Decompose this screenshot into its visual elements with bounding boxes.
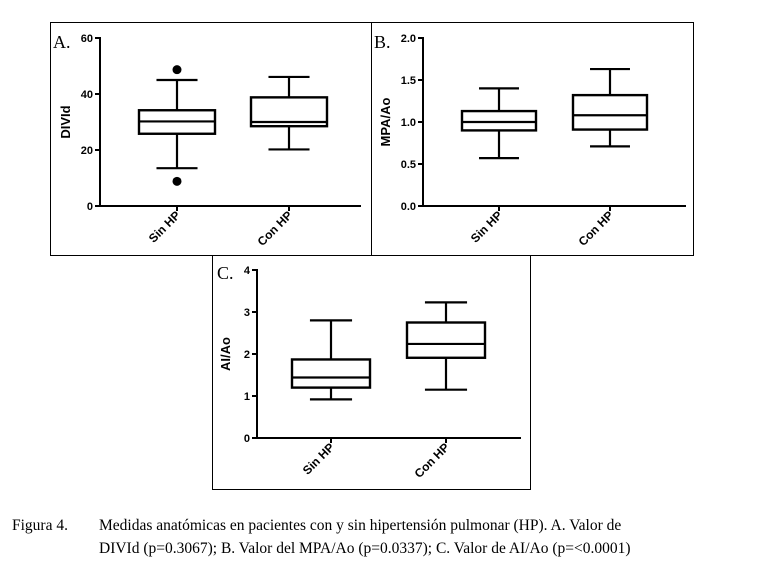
y-tick-label: 1.5 bbox=[401, 75, 416, 87]
panel-a-frame bbox=[50, 22, 372, 256]
iqr-box bbox=[405, 321, 487, 359]
y-tick-label: 1 bbox=[244, 391, 250, 403]
box-con-hp bbox=[405, 301, 487, 391]
box-con-hp bbox=[571, 67, 649, 148]
y-axis-label: DIVId bbox=[58, 105, 73, 138]
panel-label: B. bbox=[374, 32, 391, 52]
caption-text: Medidas anatómicas en pacientes con y si… bbox=[99, 514, 749, 560]
panel-label: C. bbox=[217, 263, 234, 283]
x-category-label: Con HP bbox=[412, 440, 453, 481]
box-sin-hp bbox=[290, 319, 372, 401]
iqr-box bbox=[290, 358, 372, 389]
iqr-box bbox=[571, 93, 649, 131]
y-tick-label: 0 bbox=[87, 201, 93, 213]
box-con-hp bbox=[249, 75, 329, 151]
x-category-label: Con HP bbox=[576, 208, 617, 249]
boxplot-panel-3: C. 0 1 2 3 4 AI/Ao Sin HP Con HP bbox=[217, 263, 521, 481]
x-category-label: Sin HP bbox=[468, 208, 505, 245]
x-category-label: Con HP bbox=[255, 208, 296, 249]
y-tick-label: 2.0 bbox=[401, 33, 416, 45]
x-category-label: Sin HP bbox=[300, 440, 337, 477]
y-tick-label: 0 bbox=[244, 433, 250, 445]
caption-line-1: Medidas anatómicas en pacientes con y si… bbox=[99, 517, 622, 534]
y-tick-label: 40 bbox=[81, 89, 93, 101]
y-tick-label: 1.0 bbox=[401, 117, 416, 129]
panel-b-frame bbox=[371, 22, 694, 256]
y-tick-label: 3 bbox=[244, 307, 250, 319]
outlier-point bbox=[172, 176, 182, 186]
x-category-label: Sin HP bbox=[146, 208, 183, 245]
boxplot-panel-1: A. 0 20 40 60 DIVId Sin HP Con HP bbox=[53, 32, 361, 249]
boxplot-panel-2: B. 0.0 0.5 1.0 1.5 2.0 MPA/Ao Sin HP Con HP bbox=[374, 32, 686, 249]
box-sin-hp bbox=[460, 87, 538, 160]
y-tick-label: 2 bbox=[244, 349, 250, 361]
caption-line-2: DIVId (p=0.3067); B. Valor del MPA/Ao (p… bbox=[99, 540, 631, 557]
outlier-point bbox=[172, 65, 182, 75]
y-tick-label: 0.5 bbox=[401, 159, 416, 171]
y-axis-label: AI/Ao bbox=[218, 337, 233, 371]
y-tick-label: 20 bbox=[81, 145, 93, 157]
y-tick-label: 0.0 bbox=[401, 201, 416, 213]
panel-c-frame bbox=[212, 255, 531, 490]
y-tick-label: 60 bbox=[81, 33, 93, 45]
iqr-box bbox=[460, 109, 538, 132]
panel-label: A. bbox=[53, 32, 71, 52]
y-tick-label: 4 bbox=[244, 265, 251, 277]
y-axis-label: MPA/Ao bbox=[378, 98, 393, 147]
caption-label: Figura 4. bbox=[12, 517, 68, 534]
box-sin-hp bbox=[137, 65, 217, 186]
